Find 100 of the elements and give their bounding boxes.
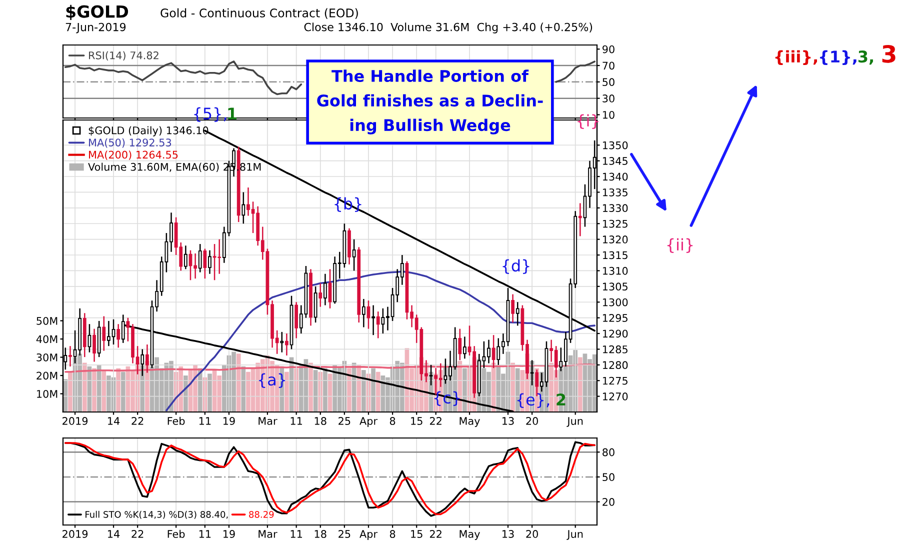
x-tick-label: 11: [199, 417, 211, 425]
x-tick-label: 19: [223, 530, 235, 538]
bar: [241, 366, 246, 412]
x-tick-label: 14: [108, 530, 120, 538]
chart-title: $GOLD: [66, 4, 128, 20]
legend-label: RSI(14) 74.82: [89, 51, 158, 61]
candlestick: [352, 238, 356, 272]
x-tick-label: 18: [314, 417, 326, 425]
y-tick-label: 70: [602, 62, 614, 70]
x-tick-label: 13: [502, 530, 514, 538]
candlestick: [294, 301, 298, 339]
candlestick: [318, 282, 322, 308]
bar: [116, 368, 120, 412]
candlestick: [184, 244, 188, 270]
x-tick-label: 20: [526, 417, 538, 425]
y2-tick-label: 30M: [36, 353, 58, 362]
y-tick-label: 1275: [603, 376, 628, 385]
text: 3,: [858, 50, 873, 65]
candlestick: [203, 248, 207, 280]
y-tick-label: 1310: [603, 266, 628, 275]
candlestick: [328, 268, 332, 310]
x-tick-label: 8: [390, 417, 396, 425]
x-tick-label: 2019: [62, 530, 88, 538]
x-tick-label: 18: [314, 530, 326, 538]
bar: [308, 362, 313, 412]
x-tick-label: 15: [411, 530, 422, 538]
annotation: 1: [228, 108, 236, 120]
bar: [236, 354, 241, 412]
bar: [102, 370, 106, 412]
y-tick-label: 1335: [603, 188, 628, 196]
legend-label: Full STO %K(14,3) %D(3) 88.40,: [86, 510, 228, 519]
bar: [82, 362, 87, 412]
candlestick: [578, 202, 582, 237]
annotation: MA(200) 1264.55: [89, 150, 178, 160]
bar: [376, 372, 380, 412]
x-tick-label: 13: [502, 417, 514, 425]
x-tick-label: 22: [132, 530, 144, 538]
y-tick-label: 1280: [603, 361, 628, 370]
candlestick: [102, 316, 106, 352]
y-tick-label: 1305: [603, 282, 628, 291]
x-tick-label: May: [460, 417, 480, 427]
bar: [68, 372, 72, 412]
y2-tick-label: 50M: [36, 316, 58, 325]
candlestick: [280, 331, 284, 353]
bar: [120, 372, 126, 412]
y-tick-label: 1345: [603, 157, 628, 165]
y-tick-label: 1295: [603, 314, 628, 322]
candlestick: [366, 300, 370, 330]
candlestick: [516, 301, 520, 326]
y-tick-label: 1340: [603, 172, 628, 181]
candlestick: [376, 310, 380, 339]
text: 3: [882, 44, 896, 63]
y-tick-label: 20: [602, 498, 614, 506]
candlestick: [242, 192, 246, 224]
legend-label: MA(50) 1292.53: [89, 138, 172, 148]
bar: [362, 370, 366, 412]
annotation: The Handle Portion of Gold finishes as a Declin- ing Bullish Wedge: [317, 70, 543, 134]
legend-label: 88.29: [249, 511, 274, 518]
candlestick: [68, 345, 72, 368]
y-tick-label: 1330: [603, 204, 628, 212]
y-tick-label: 1270: [603, 392, 628, 400]
x-tick-label: Mar: [258, 417, 278, 425]
x-tick-label: 22: [430, 417, 442, 425]
candlestick: [372, 304, 375, 336]
x-tick-label: 20: [526, 530, 538, 538]
annotation: {e},: [517, 393, 550, 408]
x-tick-label: 22: [430, 530, 442, 538]
x-tick-label: 11: [199, 530, 211, 538]
bar: [578, 357, 582, 412]
x-tick-label: 14: [108, 417, 120, 425]
candlestick: [458, 328, 462, 361]
text: {1},: [820, 50, 856, 66]
bar: [347, 368, 352, 412]
bar: [284, 372, 289, 412]
y-tick-label: 30: [602, 94, 614, 102]
annotation: 2: [556, 394, 566, 406]
annotation: {d}: [502, 259, 530, 274]
y-tick-label: 80: [602, 448, 614, 456]
y-tick-label: 1325: [603, 220, 628, 228]
candlestick: [285, 332, 288, 356]
y2-tick-label: 10M: [37, 390, 58, 398]
y-tick-label: 50: [602, 78, 614, 86]
annotation: {a}: [258, 373, 286, 388]
legend-label: $GOLD (Daily) 1346.10: [88, 126, 208, 136]
x-tick-label: 22: [132, 417, 144, 425]
y-tick-label: 1290: [603, 330, 628, 338]
x-tick-label: 2019: [62, 417, 88, 425]
y2-tick-label: 40M: [36, 335, 58, 344]
candlestick: [324, 273, 327, 306]
text: 7-Jun-2019: [66, 22, 126, 34]
candlestick: [208, 250, 212, 274]
y-tick-label: 50: [602, 473, 614, 482]
x-tick-label: 25: [338, 417, 350, 425]
y-tick-label: 90: [602, 45, 614, 54]
bar: [510, 362, 515, 412]
candlestick: [362, 298, 366, 328]
bar: [462, 368, 467, 412]
y-tick-label: 1285: [603, 345, 628, 354]
y-tick-label: 1315: [603, 251, 628, 260]
chart-subtitle: Gold - Continuous Contract (EOD): [160, 8, 358, 19]
